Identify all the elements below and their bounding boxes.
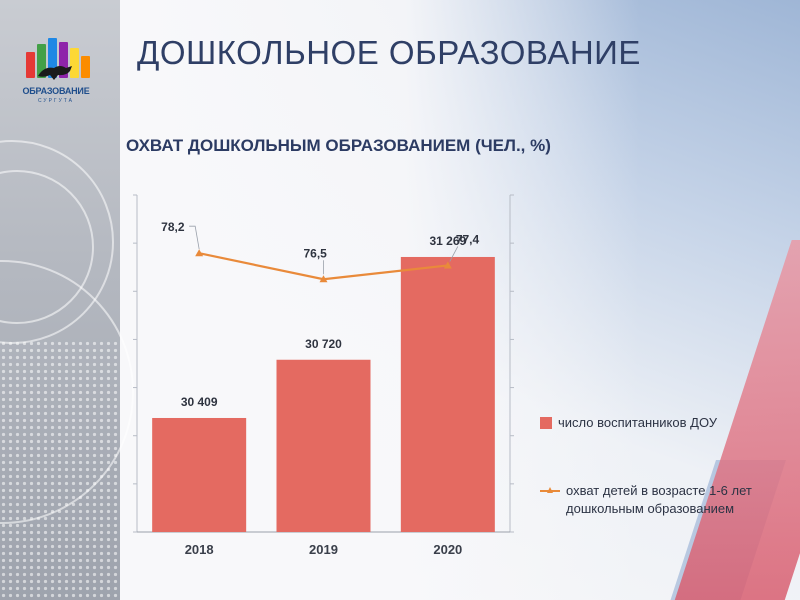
logo-subtext: СУРГУТА xyxy=(37,98,75,104)
logo-bar xyxy=(37,44,46,78)
bar-value-label: 30 720 xyxy=(305,337,342,351)
legend-bar-swatch xyxy=(540,417,552,429)
logo: ОБРАЗОВАНИЕ СУРГУТА xyxy=(18,22,94,108)
logo-bar xyxy=(81,56,90,78)
bar-value-label: 31 269 xyxy=(429,234,466,248)
legend-line-swatch xyxy=(540,485,560,497)
line-marker xyxy=(443,261,452,269)
line-label-leader xyxy=(449,246,459,262)
page-title: ДОШКОЛЬНОЕ ОБРАЗОВАНИЕ xyxy=(137,34,641,71)
x-tick-label: 2018 xyxy=(185,542,214,557)
legend-item-bars: число воспитанников ДОУ xyxy=(540,414,717,432)
bar xyxy=(400,256,495,532)
decor-dot-pattern xyxy=(0,340,120,600)
logo-bar xyxy=(48,38,57,78)
line-label-leader xyxy=(189,225,200,250)
line-value-label: 78,2 xyxy=(161,220,185,234)
line-value-label: 76,5 xyxy=(304,246,328,260)
logo-bar xyxy=(59,42,68,78)
x-tick-label: 2019 xyxy=(309,542,338,557)
chart-subtitle: ОХВАТ ДОШКОЛЬНЫМ ОБРАЗОВАНИЕМ (ЧЕЛ., %) xyxy=(126,136,551,155)
logo-text: ОБРАЗОВАНИЕ xyxy=(22,86,90,96)
line-marker xyxy=(319,275,328,283)
bar-value-label: 30 409 xyxy=(181,395,218,409)
line-marker xyxy=(195,249,204,257)
x-tick-label: 2020 xyxy=(433,542,462,557)
legend-bar-label: число воспитанников ДОУ xyxy=(558,415,718,430)
legend-item-line: охват детей в возрасте 1-6 лет дошкольны… xyxy=(540,482,790,518)
legend-line-label: охват детей в возрасте 1-6 лет дошкольны… xyxy=(566,483,752,516)
bar xyxy=(276,359,371,532)
logo-bar xyxy=(70,48,79,78)
logo-bar xyxy=(26,52,35,78)
left-decor-panel xyxy=(0,0,134,600)
sable-animal-icon xyxy=(38,66,72,80)
line-value-label: 77,4 xyxy=(456,232,480,246)
bar xyxy=(152,417,247,532)
